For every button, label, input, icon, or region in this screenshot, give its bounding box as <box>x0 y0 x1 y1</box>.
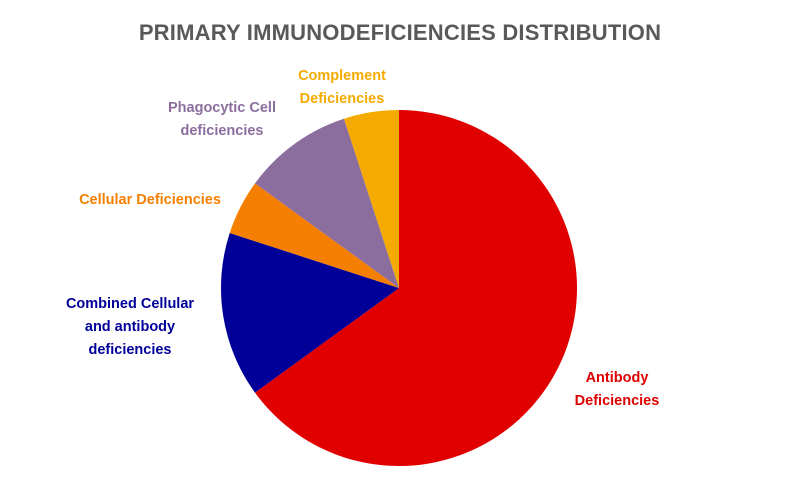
slice-label-line: Phagocytic Cell <box>168 100 276 116</box>
slice-label-line: Combined Cellular <box>66 296 194 312</box>
pie-slice-combined-cellular-and-antibody-deficiencies <box>220 232 399 393</box>
slice-label-line: Cellular Deficiencies <box>79 192 221 208</box>
slice-label-line: Complement <box>298 68 386 84</box>
pie-slice-cellular-deficiencies <box>229 183 399 288</box>
slice-label-phagocytic-cell-deficiencies: Phagocytic Cell deficiencies <box>168 100 276 139</box>
slice-label-line: Antibody <box>586 370 649 386</box>
pie-labels: Antibody Deficiencies Combined Cellular and… <box>66 68 659 409</box>
chart-title: PRIMARY IMMUNODEFICIENCIES DISTRIBUTION <box>139 20 661 45</box>
pie-slice-complement-deficiencies <box>343 110 399 288</box>
pie-slice-phagocytic-cell-deficiencies <box>254 118 399 289</box>
pie-slice-antibody-deficiencies <box>254 110 577 467</box>
slice-label-line: and antibody <box>85 319 175 335</box>
slice-label-line: deficiencies <box>180 123 263 139</box>
slice-label-combined-cellular-and-antibody-deficiencies: Combined Cellular and antibody deficiencie… <box>66 296 194 358</box>
slice-label-cellular-deficiencies: Cellular Deficiencies <box>79 192 221 208</box>
slice-label-line: Deficiencies <box>300 91 385 107</box>
pie-slices <box>220 110 577 467</box>
slice-label-line: Deficiencies <box>575 393 660 409</box>
slice-label-antibody-deficiencies: Antibody Deficiencies <box>575 370 660 409</box>
slice-label-line: deficiencies <box>88 342 171 358</box>
slice-label-complement-deficiencies: Complement Deficiencies <box>298 68 386 107</box>
